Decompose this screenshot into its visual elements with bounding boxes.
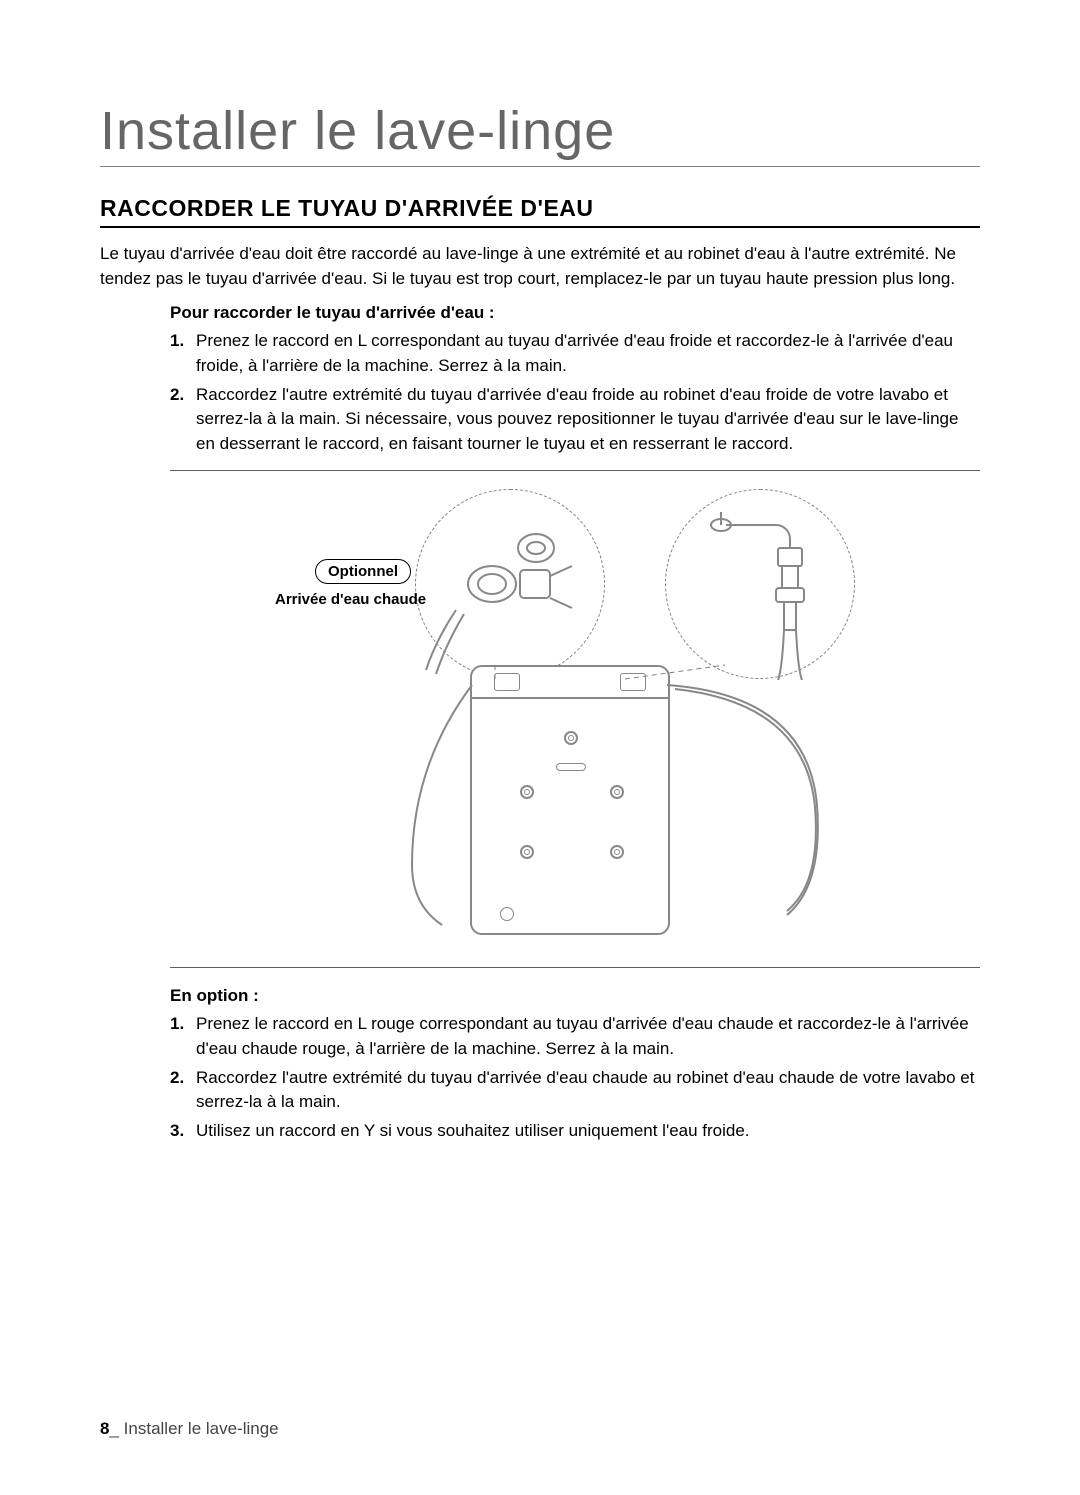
step-number: 2. — [170, 1066, 184, 1091]
list-item: 2. Raccordez l'autre extrémité du tuyau … — [170, 1066, 980, 1115]
step-number: 3. — [170, 1119, 184, 1144]
faucet-icon — [666, 490, 856, 680]
step-number: 2. — [170, 383, 184, 408]
instruction-block-1: Pour raccorder le tuyau d'arrivée d'eau … — [100, 303, 980, 456]
step-number: 1. — [170, 329, 184, 354]
list-item: 3. Utilisez un raccord en Y si vous souh… — [170, 1119, 980, 1144]
block1-heading: Pour raccorder le tuyau d'arrivée d'eau … — [170, 303, 980, 323]
bolt-icon — [610, 785, 624, 799]
step-text: Prenez le raccord en L correspondant au … — [196, 331, 953, 375]
list-item: 1. Prenez le raccord en L correspondant … — [170, 329, 980, 378]
footer-separator: _ — [109, 1419, 118, 1438]
document-page: Installer le lave-linge RACCORDER LE TUY… — [0, 0, 1080, 1495]
slot-icon — [556, 763, 586, 771]
block2-steps: 1. Prenez le raccord en L rouge correspo… — [170, 1012, 980, 1143]
installation-diagram: Optionnel Arrivée d'eau chaude — [295, 489, 855, 949]
step-number: 1. — [170, 1012, 184, 1037]
detail-circle-right — [665, 489, 855, 679]
page-footer: 8_ Installer le lave-linge — [100, 1419, 279, 1439]
intro-paragraph: Le tuyau d'arrivée d'eau doit être racco… — [100, 242, 980, 291]
connector-icon — [416, 490, 606, 680]
bolt-icon — [520, 785, 534, 799]
washer-top-panel — [472, 667, 668, 699]
section-heading: RACCORDER LE TUYAU D'ARRIVÉE D'EAU — [100, 195, 980, 228]
optional-badge: Optionnel — [315, 559, 411, 584]
bolt-icon — [520, 845, 534, 859]
bolt-icon — [564, 731, 578, 745]
drain-cap-icon — [500, 907, 514, 921]
instruction-block-2: En option : 1. Prenez le raccord en L ro… — [100, 986, 980, 1143]
detail-circle-left — [415, 489, 605, 679]
bolt-icon — [610, 845, 624, 859]
footer-label: Installer le lave-linge — [124, 1419, 279, 1438]
page-title: Installer le lave-linge — [100, 100, 980, 167]
block2-heading: En option : — [170, 986, 980, 1006]
block1-steps: 1. Prenez le raccord en L correspondant … — [170, 329, 980, 456]
list-item: 1. Prenez le raccord en L rouge correspo… — [170, 1012, 980, 1061]
step-text: Utilisez un raccord en Y si vous souhait… — [196, 1121, 750, 1140]
list-item: 2. Raccordez l'autre extrémité du tuyau … — [170, 383, 980, 457]
step-text: Raccordez l'autre extrémité du tuyau d'a… — [196, 385, 958, 453]
step-text: Prenez le raccord en L rouge corresponda… — [196, 1014, 969, 1058]
hot-water-label: Arrivée d'eau chaude — [275, 591, 426, 608]
figure-container: Optionnel Arrivée d'eau chaude — [170, 470, 980, 968]
step-text: Raccordez l'autre extrémité du tuyau d'a… — [196, 1068, 974, 1112]
washer-rear-icon — [470, 665, 670, 935]
